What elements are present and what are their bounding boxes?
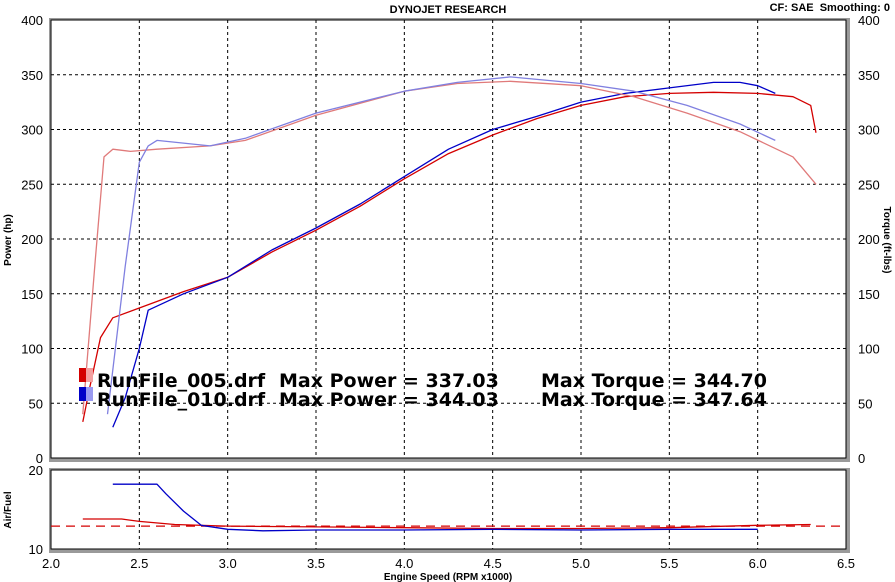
series-lines (51, 76, 846, 532)
legend-entry-1: RunFile_005.drf Max Power = 337.03 Max T… (79, 368, 767, 392)
chart-title: DYNOJET RESEARCH (390, 4, 507, 16)
y-tick-label: 0 (36, 451, 43, 466)
x-tick-label: 6.5 (837, 556, 855, 571)
series-line-1-1 (112, 483, 758, 532)
series-line-0-1 (112, 81, 776, 428)
legend-swatch-1-highlight (86, 368, 93, 382)
y2-tick-label: 350 (858, 68, 880, 83)
y-tick-label: 250 (21, 177, 43, 192)
x-tick-label: 4.5 (484, 556, 502, 571)
y-tick-label: 100 (21, 342, 43, 357)
x-tick-label: 5.5 (660, 556, 678, 571)
y-tick-label: 200 (21, 232, 43, 247)
plot-frames (49, 18, 850, 553)
y2-tick-label: 50 (858, 396, 872, 411)
x-tick-label: 4.0 (395, 556, 413, 571)
y-tick-label: 300 (21, 123, 43, 138)
legend-file-2: RunFile_010.drf (97, 389, 266, 411)
x-tick-label: 2.0 (42, 556, 60, 571)
torque-axis-label: Torque (ft-lbs) (881, 206, 892, 273)
y2-tick-label: 0 (858, 451, 865, 466)
series-line-0-2 (82, 80, 817, 415)
y-tick-label: 20 (29, 463, 43, 478)
series-line-0-3 (106, 76, 776, 415)
y-tick-label: 10 (29, 542, 43, 557)
legend-max-power-2: Max Power = 344.03 (279, 389, 499, 411)
y2-tick-label: 400 (858, 13, 880, 28)
y2-tick-label: 300 (858, 123, 880, 138)
x-tick-label: 6.0 (749, 556, 767, 571)
settings-label: CF: SAE Smoothing: 0 (770, 2, 890, 14)
y-tick-label: 50 (29, 396, 43, 411)
y2-tick-label: 150 (858, 287, 880, 302)
y-tick-label: 150 (21, 287, 43, 302)
y-tick-label: 350 (21, 68, 43, 83)
airfuel-axis-label: Air/Fuel (3, 491, 14, 528)
x-tick-label: 5.0 (572, 556, 590, 571)
x-tick-label: 3.5 (307, 556, 325, 571)
legend-max-torque-2: Max Torque = 347.64 (541, 389, 767, 411)
tick-labels: 0 0 50 50 100 100 150 150 200 200 250 250 300 300 350 3… (21, 13, 879, 571)
power-axis-label: Power (hp) (3, 214, 14, 266)
legend-file-1: RunFile_005.drf (97, 370, 266, 392)
legend-entry-2: RunFile_010.drf Max Power = 344.03 Max T… (79, 387, 767, 411)
legend: RunFile_005.drf Max Power = 337.03 Max T… (79, 368, 767, 411)
y-tick-label: 400 (21, 13, 43, 28)
series-line-0-0 (82, 91, 817, 423)
x-axis-label: Engine Speed (RPM x1000) (384, 572, 512, 582)
legend-max-torque-1: Max Torque = 344.70 (541, 370, 767, 392)
legend-max-power-1: Max Power = 337.03 (279, 370, 499, 392)
x-tick-label: 2.5 (130, 556, 148, 571)
y2-tick-label: 200 (858, 232, 880, 247)
x-tick-label: 3.0 (219, 556, 237, 571)
series-line-1-0 (82, 518, 811, 530)
y2-tick-label: 100 (858, 342, 880, 357)
y2-tick-label: 250 (858, 177, 880, 192)
legend-swatch-2-highlight (86, 387, 93, 401)
panel-1 (50, 469, 847, 550)
